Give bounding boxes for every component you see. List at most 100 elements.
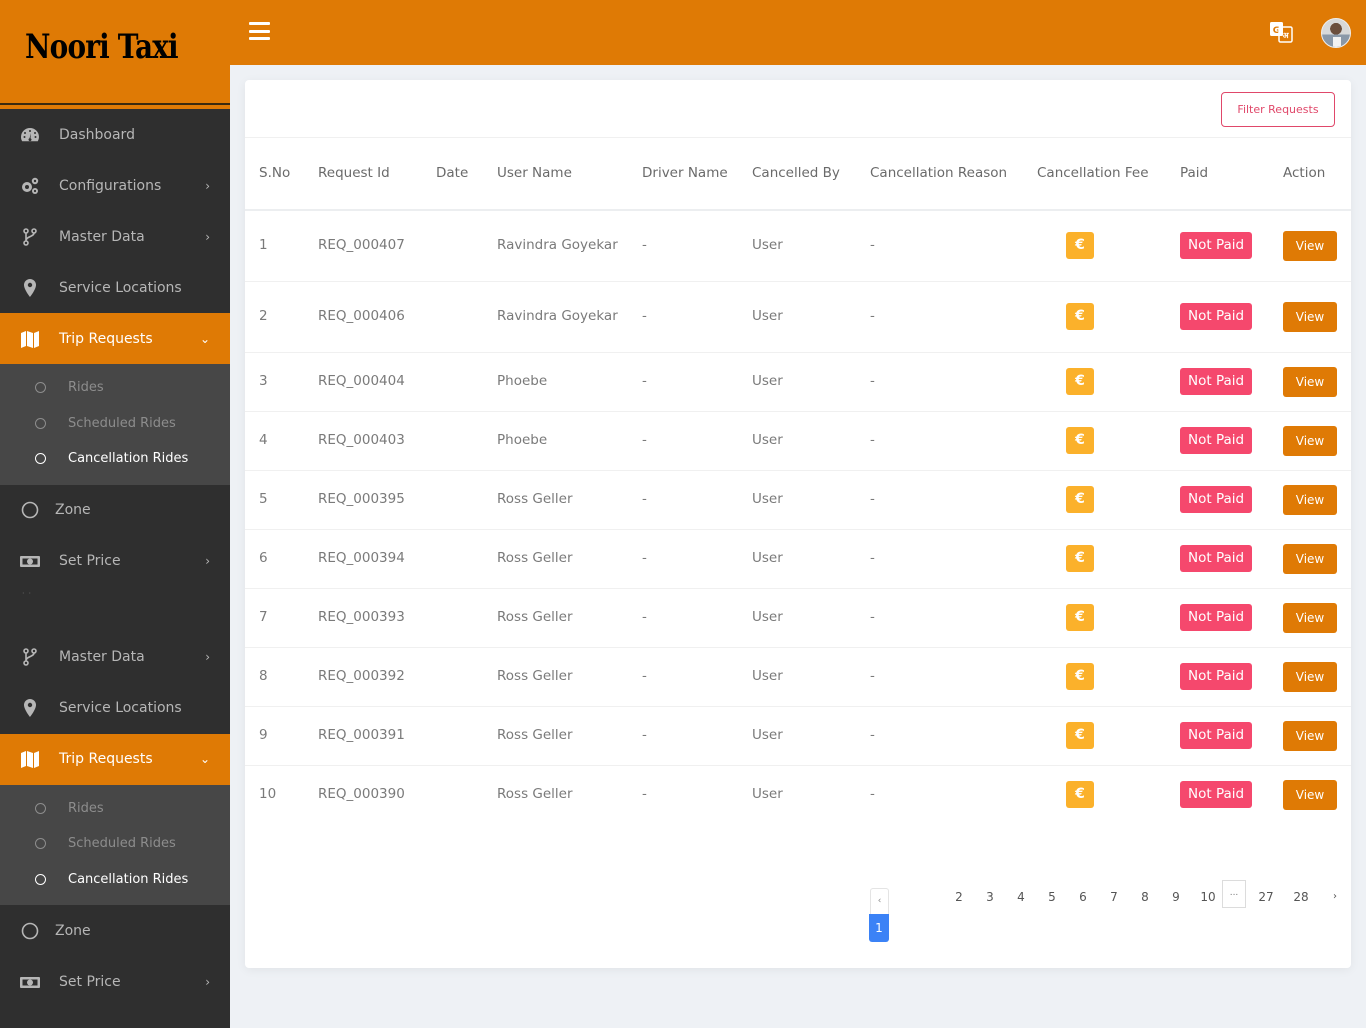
view-button[interactable]: View	[1283, 720, 1337, 751]
circle-icon	[35, 873, 46, 885]
submenu-item-scheduled-rides[interactable]: Scheduled Rides	[0, 406, 230, 442]
chevron-down-icon: ⌄	[199, 752, 210, 766]
cell-user-name: Ross Geller	[483, 470, 628, 530]
sidebar-item-trip-requests-2[interactable]: Trip Requests ⌄	[0, 733, 230, 785]
pagination-page-6[interactable]: 6	[1079, 890, 1087, 904]
pagination-page-9[interactable]: 9	[1172, 890, 1180, 904]
cell-cancellation-fee: €	[1023, 352, 1166, 412]
sidebar-item-master-data-2[interactable]: Master Data ›	[0, 632, 230, 683]
sidebar-item-label: Zone	[55, 502, 91, 518]
cell-cancellation-fee: €	[1023, 281, 1166, 353]
brand-divider	[0, 105, 230, 109]
pagination-page-3[interactable]: 3	[986, 890, 994, 904]
sidebar-item-label: Service Locations	[59, 279, 182, 296]
sidebar-item-service-locations[interactable]: Service Locations	[0, 262, 230, 313]
sidebar-item-set-price-2[interactable]: Set Price ›	[0, 956, 230, 1007]
pagination-next-button[interactable]: ›	[1333, 891, 1337, 902]
cell-paid: Not Paid	[1166, 706, 1269, 766]
column-header-request-id: Request Id	[304, 138, 422, 211]
pagination-page-27[interactable]: 27	[1258, 890, 1274, 904]
sidebar-item-zone-2[interactable]: Zone	[0, 905, 230, 956]
pagination-page-28[interactable]: 28	[1293, 890, 1309, 904]
dashboard-gauge-icon	[20, 125, 40, 145]
column-header-cancellation-fee: Cancellation Fee	[1023, 138, 1166, 211]
view-button[interactable]: View	[1283, 602, 1337, 633]
status-badge: Not Paid	[1180, 781, 1253, 809]
cell-action: View	[1269, 765, 1351, 824]
status-badge: Not Paid	[1180, 303, 1253, 330]
cell-cancellation-reason: -	[856, 588, 1023, 648]
pagination-page-5[interactable]: 5	[1048, 890, 1056, 904]
sidebar-item-label: Zone	[55, 922, 91, 939]
cell-sno: 4	[245, 411, 304, 471]
pagination-page-1[interactable]: 1	[869, 914, 889, 942]
pagination-prev-button[interactable]: ‹	[870, 888, 889, 914]
sidebar-item-configurations[interactable]: Configurations ›	[0, 160, 230, 211]
status-badge: Not Paid	[1180, 604, 1253, 631]
submenu-item-cancellation-rides-2[interactable]: Cancellation Rides	[0, 862, 230, 898]
sidebar-item-dashboard[interactable]: Dashboard	[0, 109, 230, 160]
cell-paid: Not Paid	[1166, 529, 1269, 589]
cell-action: View	[1269, 411, 1351, 471]
view-button[interactable]: View	[1283, 661, 1337, 692]
submenu-item-label: Rides	[68, 380, 104, 396]
column-header-action: Action	[1269, 138, 1351, 211]
sidebar-item-set-price[interactable]: Set Price ›	[0, 536, 230, 587]
map-icon	[20, 749, 40, 769]
view-button[interactable]: View	[1283, 425, 1337, 456]
cancellation-requests-card: Filter Requests S.No Request Id Date Use…	[245, 80, 1351, 968]
filter-requests-button[interactable]: Filter Requests	[1221, 92, 1335, 127]
cell-date	[422, 588, 483, 648]
sidebar-item-service-locations-2[interactable]: Service Locations	[0, 683, 230, 734]
gears-icon	[20, 176, 40, 196]
table-row: 10 REQ_000390 Ross Geller - User - € Not Paid Vi…	[245, 765, 1351, 824]
submenu-item-scheduled-rides-2[interactable]: Scheduled Rides	[0, 826, 230, 862]
cell-sno: 9	[245, 706, 304, 766]
chevron-right-icon: ›	[205, 974, 210, 989]
table-row: 1 REQ_000407 Ravindra Goyekar - User - € Not Pa…	[245, 210, 1351, 282]
view-button[interactable]: View	[1283, 779, 1337, 810]
pagination-page-7[interactable]: 7	[1110, 890, 1118, 904]
pagination-page-8[interactable]: 8	[1141, 890, 1149, 904]
submenu-item-cancellation-rides[interactable]: Cancellation Rides	[0, 441, 230, 477]
brand-logo[interactable]: Noori Taxi	[0, 0, 230, 105]
cell-sno: 10	[259, 786, 277, 803]
google-translate-icon[interactable]: G अ	[1269, 21, 1293, 43]
cell-request-id: REQ_000406	[304, 281, 422, 353]
sidebar-item-zone[interactable]: Zone	[0, 485, 230, 536]
cell-user-name: Ross Geller	[483, 647, 628, 707]
cell-cancellation-reason: -	[856, 647, 1023, 707]
pagination-page-4[interactable]: 4	[1017, 890, 1025, 904]
cell-request-id: REQ_000392	[304, 647, 422, 707]
sidebar: Noori Taxi Dashboard Configurations › Ma…	[0, 0, 230, 1028]
sidebar-item-master-data[interactable]: Master Data ›	[0, 211, 230, 262]
cell-request-id: REQ_000394	[304, 529, 422, 589]
cell-cancellation-fee: €	[1023, 470, 1166, 530]
cell-cancelled-by: User	[738, 352, 856, 412]
column-header-cancellation-reason: Cancellation Reason	[856, 138, 1023, 211]
submenu-item-rides-2[interactable]: Rides	[0, 791, 230, 827]
view-button[interactable]: View	[1283, 484, 1337, 515]
hamburger-icon[interactable]	[249, 22, 270, 40]
cell-paid: Not Paid	[1166, 588, 1269, 648]
submenu-item-label: Cancellation Rides	[68, 451, 189, 467]
cell-cancelled-by: User	[752, 786, 783, 803]
view-button[interactable]: View	[1283, 366, 1337, 397]
cell-cancellation-reason: -	[856, 210, 1023, 282]
pagination-page-2[interactable]: 2	[955, 890, 963, 904]
submenu-item-rides[interactable]: Rides	[0, 370, 230, 406]
view-button[interactable]: View	[1283, 230, 1337, 261]
cell-request-id: REQ_000404	[304, 352, 422, 412]
cell-driver-name: -	[628, 588, 738, 648]
avatar[interactable]	[1321, 18, 1351, 48]
status-badge: Not Paid	[1180, 232, 1253, 260]
cell-date	[422, 352, 483, 412]
view-button[interactable]: View	[1283, 301, 1337, 332]
view-button[interactable]: View	[1283, 543, 1337, 574]
sidebar-item-trip-requests[interactable]: Trip Requests ⌄	[0, 313, 230, 364]
money-bill-icon	[20, 551, 40, 571]
pagination-page-10[interactable]: 10	[1200, 890, 1216, 904]
euro-icon: €	[1066, 368, 1094, 395]
column-header-cancelled-by: Cancelled By	[738, 138, 856, 211]
partial-icon: ··	[22, 588, 36, 598]
